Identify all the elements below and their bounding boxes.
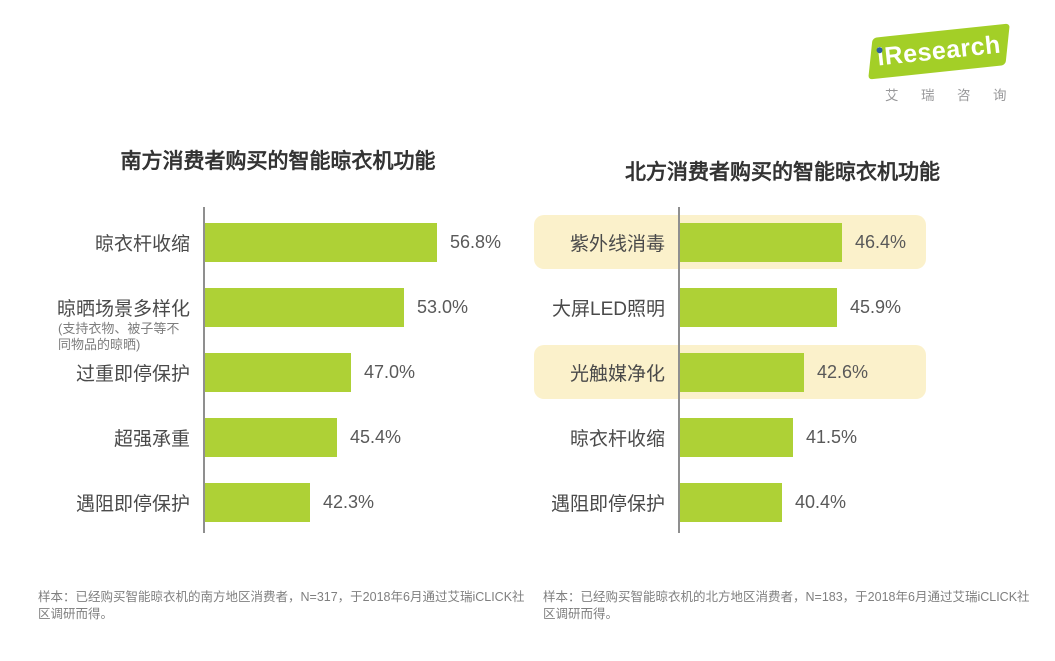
bar-area: 47.0% [203, 340, 528, 405]
logo-subtitle: 艾瑞咨询 [885, 88, 1029, 103]
chart-row: 遇阻即停保护 42.3% [38, 470, 528, 535]
category-label-cell: 遇阻即停保护 [534, 470, 678, 535]
category-label: 过重即停保护 [75, 364, 190, 385]
iresearch-logo: i Research [868, 23, 1010, 80]
bar-area: 41.5% [678, 405, 1054, 470]
value-label: 45.4% [350, 427, 402, 447]
south-consumers-bar-chart: 晾衣杆收缩 56.8% 晾晒场景多样化 (支持衣物、被子等不 同物品的晾晒) 53… [38, 207, 528, 535]
north-chart-axis [678, 207, 680, 533]
logo-i-dot-icon [876, 46, 883, 54]
south-chart-footnote: 样本：已经购买智能晾衣机的南方地区消费者，N=317，于2018年6月通过艾瑞i… [38, 590, 525, 621]
category-label: 遇阻即停保护 [75, 494, 190, 515]
north-consumers-bar-chart: 紫外线消毒 46.4% 大屏LED照明 45.9% 光触媒净化 42.6% [534, 207, 1054, 535]
value-label: 46.4% [855, 232, 907, 252]
bar [203, 353, 351, 392]
value-label: 40.4% [795, 492, 847, 512]
bar [203, 483, 310, 522]
category-label-cell: 过重即停保护 [38, 340, 203, 405]
logo-letter-rest: Research [883, 30, 1003, 71]
chart-row: 晾晒场景多样化 (支持衣物、被子等不 同物品的晾晒) 53.0% [38, 275, 528, 352]
bar [678, 483, 782, 522]
value-label: 56.8% [450, 232, 502, 252]
value-label: 42.6% [817, 362, 869, 382]
category-label: 晾衣杆收缩 [94, 234, 190, 255]
bar-area: 42.6% [678, 340, 1054, 405]
bar-area: 53.0% [203, 275, 528, 340]
category-note: (支持衣物、被子等不 同物品的晾晒) [58, 320, 180, 352]
south-chart-axis [203, 207, 205, 533]
bar-area: 40.4% [678, 470, 1054, 535]
bar-area: 42.3% [203, 470, 528, 535]
category-label-cell: 晾衣杆收缩 [534, 405, 678, 470]
bar-area: 46.4% [678, 210, 1054, 275]
chart-row: 晾衣杆收缩 41.5% [534, 405, 1054, 470]
bar-area: 45.4% [203, 405, 528, 470]
category-label: 晾衣杆收缩 [569, 429, 665, 450]
south-chart-title: 南方消费者购买的智能晾衣机功能 [120, 150, 436, 173]
value-label: 41.5% [806, 427, 858, 447]
value-label: 53.0% [417, 297, 469, 317]
category-label-cell: 遇阻即停保护 [38, 470, 203, 535]
iresearch-logo-text: i Research [876, 31, 1002, 73]
chart-row: 过重即停保护 47.0% [38, 340, 528, 405]
bar [678, 418, 793, 457]
chart-row: 遇阻即停保护 40.4% [534, 470, 1054, 535]
bar [678, 353, 804, 392]
chart-row: 大屏LED照明 45.9% [534, 275, 1054, 340]
north-chart-footnote: 样本：已经购买智能晾衣机的北方地区消费者，N=183，于2018年6月通过艾瑞i… [543, 590, 1030, 621]
category-label: 大屏LED照明 [552, 299, 665, 320]
category-label: 光触媒净化 [569, 364, 665, 385]
category-label-cell: 超强承重 [38, 405, 203, 470]
category-label: 超强承重 [113, 429, 190, 450]
bar-area: 56.8% [203, 210, 528, 275]
category-label-cell: 晾晒场景多样化 (支持衣物、被子等不 同物品的晾晒) [38, 275, 203, 352]
chart-row: 紫外线消毒 46.4% [534, 210, 1054, 275]
value-label: 45.9% [850, 297, 902, 317]
north-chart-title: 北方消费者购买的智能晾衣机功能 [625, 161, 940, 184]
bar [678, 288, 837, 327]
bar [203, 288, 404, 327]
category-label: 紫外线消毒 [569, 234, 665, 255]
category-label: 晾晒场景多样化 [56, 299, 190, 320]
bar-area: 45.9% [678, 275, 1054, 340]
bar [678, 223, 842, 262]
category-label-cell: 紫外线消毒 [534, 210, 678, 275]
category-label-cell: 光触媒净化 [534, 340, 678, 405]
bar [203, 418, 337, 457]
chart-row: 晾衣杆收缩 56.8% [38, 210, 528, 275]
bar [203, 223, 437, 262]
chart-row: 超强承重 45.4% [38, 405, 528, 470]
value-label: 47.0% [364, 362, 416, 382]
category-label: 遇阻即停保护 [550, 494, 665, 515]
category-label-cell: 大屏LED照明 [534, 275, 678, 340]
category-label-cell: 晾衣杆收缩 [38, 210, 203, 275]
chart-row: 光触媒净化 42.6% [534, 340, 1054, 405]
value-label: 42.3% [323, 492, 375, 512]
